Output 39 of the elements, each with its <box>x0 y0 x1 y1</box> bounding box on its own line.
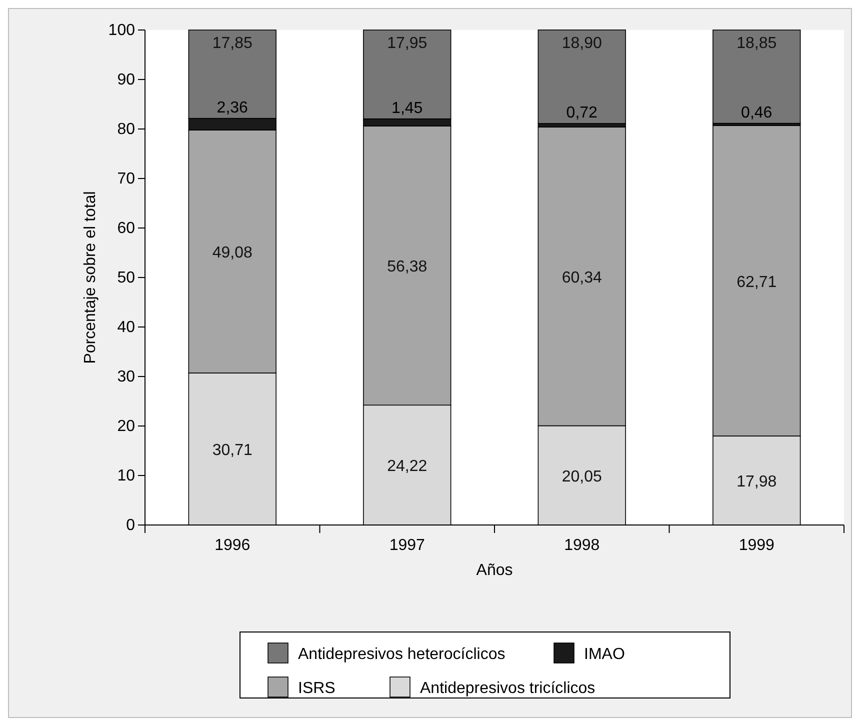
legend-label: ISRS <box>298 680 336 697</box>
data-label: 17,85 <box>212 35 252 52</box>
y-tick-label: 50 <box>117 270 136 286</box>
x-tick-label: 1998 <box>564 537 600 554</box>
legend-label: Antidepresivos heterocíclicos <box>298 646 506 663</box>
bar <box>712 30 801 124</box>
y-tick-label: 80 <box>117 121 136 138</box>
x-tick-label: 1997 <box>389 537 426 554</box>
data-label: 30,71 <box>212 442 252 459</box>
data-label: 24,22 <box>387 458 428 476</box>
x-axis-title: Años <box>476 562 513 579</box>
data-label: 17,95 <box>387 35 428 52</box>
data-label: 2,36 <box>216 99 248 116</box>
y-tick-label: 70 <box>117 170 136 188</box>
y-tick-label: 60 <box>117 220 136 237</box>
x-tick-label: 1999 <box>738 537 775 554</box>
y-tick-label: 100 <box>108 22 136 39</box>
bar <box>538 30 626 124</box>
data-label: 18,90 <box>562 34 602 52</box>
y-axis-title: Porcentaje sobre el total <box>82 191 99 364</box>
data-label: 1,45 <box>392 100 423 117</box>
data-label: 17,98 <box>736 474 777 490</box>
y-tick-label: 10 <box>117 468 136 484</box>
y-tick-label: 40 <box>117 319 136 336</box>
data-label: 62,71 <box>736 274 777 291</box>
data-label: 49,08 <box>212 244 252 262</box>
data-label: 60,34 <box>562 269 602 286</box>
x-tick-label: 1996 <box>214 537 250 554</box>
y-tick-label: 90 <box>117 72 136 88</box>
y-tick-label: 0 <box>126 517 136 534</box>
data-label: 56,38 <box>387 258 428 276</box>
y-tick-label: 20 <box>117 418 136 435</box>
data-label: 18,85 <box>736 35 777 52</box>
y-tick-label: 30 <box>117 368 136 386</box>
data-label: 0,72 <box>566 104 598 122</box>
data-label: 0,46 <box>741 104 772 122</box>
legend-label: Antidepresivos tricíclicos <box>420 680 596 697</box>
data-label: 20,05 <box>562 468 602 486</box>
legend-label: IMAO <box>584 646 625 663</box>
